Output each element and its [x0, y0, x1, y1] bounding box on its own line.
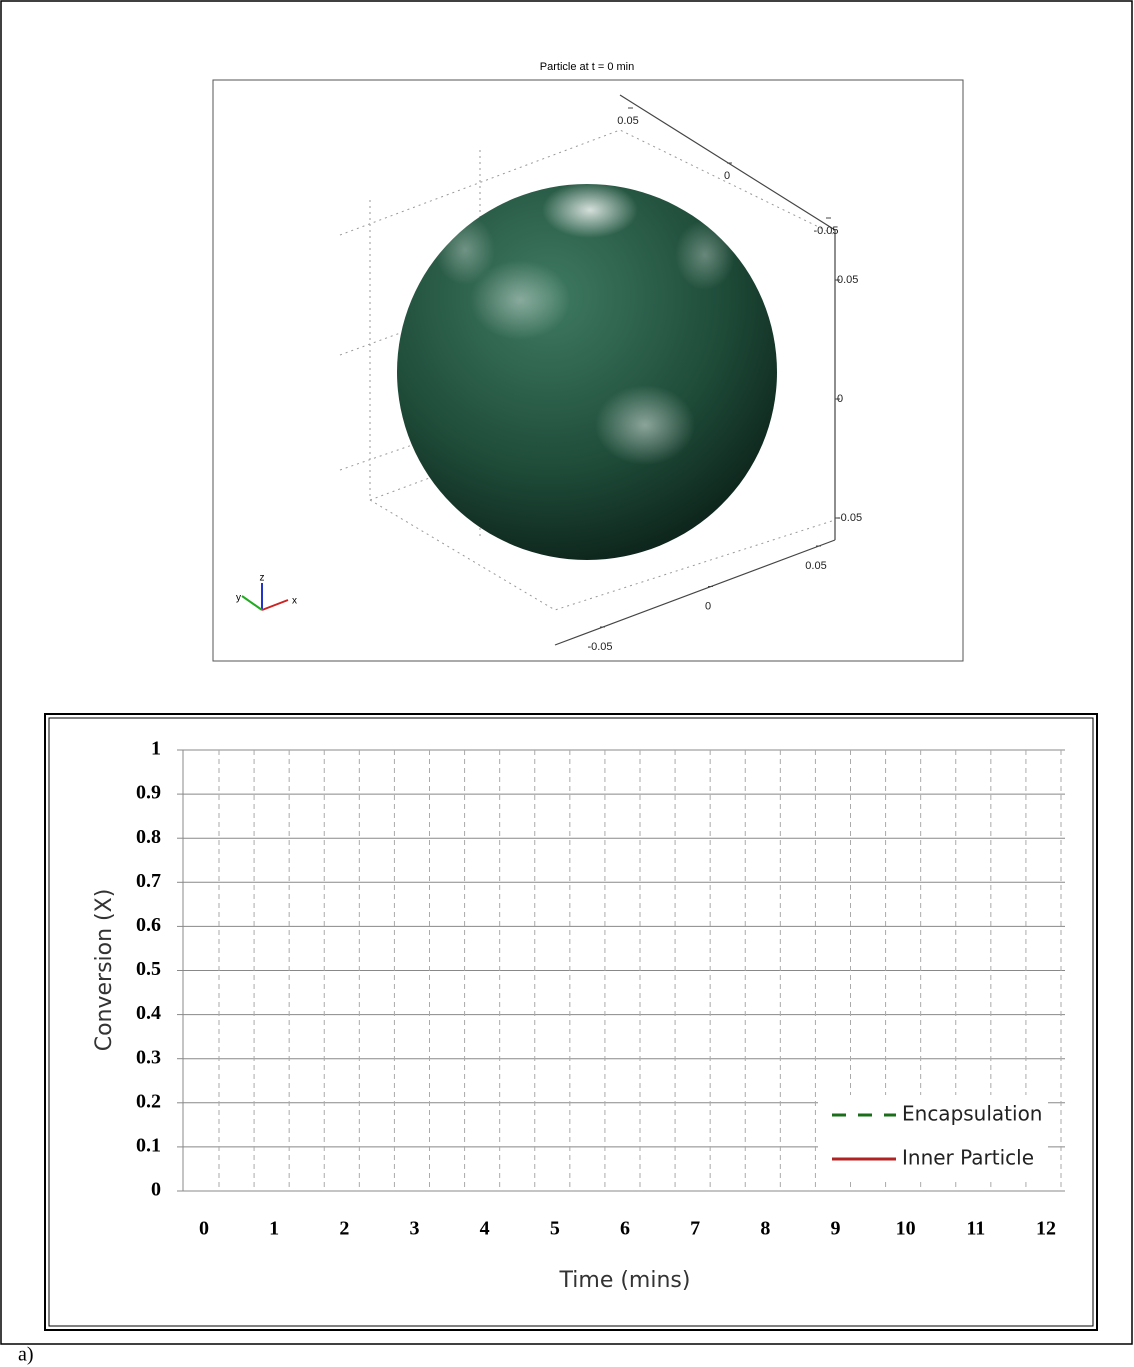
y-tick-label: 0 — [151, 1179, 161, 1201]
x-tick-label: 0 — [705, 600, 711, 612]
plot3d-title: Particle at t = 0 min — [540, 61, 634, 73]
z-tick-label: 0 — [837, 393, 843, 405]
x-tick-label: 10 — [896, 1218, 916, 1240]
y-tick-label: 1 — [151, 738, 161, 760]
triad-label: z — [260, 573, 265, 584]
z-tick-label: -0.05 — [837, 512, 862, 524]
triad — [241, 583, 289, 611]
x-tick-label: 11 — [966, 1218, 985, 1240]
x-tick-label: 2 — [339, 1218, 349, 1240]
x-tick-label: 7 — [690, 1218, 700, 1240]
y-axis-title: Conversion (X) — [92, 889, 117, 1052]
sphere-highlight — [595, 385, 695, 465]
plot3d-frame — [212, 79, 964, 662]
legend-label: Inner Particle — [902, 1146, 1034, 1170]
triad-y — [241, 595, 263, 611]
x-tick-label: 0.05 — [805, 560, 826, 572]
sphere-highlight — [675, 220, 735, 290]
triad-label: y — [236, 593, 241, 604]
sphere-highlight — [542, 182, 638, 238]
x-tick-label: 4 — [480, 1218, 490, 1240]
y-tick-label: 0.3 — [136, 1046, 161, 1068]
triad-label: x — [292, 596, 297, 607]
x-axis-title: Time (mins) — [559, 1268, 691, 1293]
y-tick-label: 0 — [724, 170, 730, 182]
x-tick-label: 8 — [760, 1218, 770, 1240]
y-tick-label: 0.8 — [136, 826, 161, 848]
chart-frame — [44, 713, 1098, 1331]
y-tick-label: 0.1 — [136, 1134, 161, 1156]
y-tick-label: 0.6 — [136, 914, 161, 936]
y-tick-label: 0.5 — [136, 958, 161, 980]
sphere-highlight — [435, 215, 495, 285]
x-tick-label: 5 — [550, 1218, 560, 1240]
y-tick-label: 0.4 — [136, 1002, 161, 1024]
x-tick-label: -0.05 — [587, 641, 612, 653]
caption: a) — [18, 1344, 34, 1366]
y-tick-label: 0.2 — [136, 1090, 161, 1112]
triad-x — [261, 599, 289, 611]
x-tick-label: 6 — [620, 1218, 630, 1240]
legend-label: Encapsulation — [902, 1102, 1042, 1126]
x-tick-label: 9 — [831, 1218, 841, 1240]
y-tick-label: 0.9 — [136, 782, 161, 804]
y-tick-label: 0.7 — [136, 870, 161, 892]
legend-box — [818, 1095, 1048, 1179]
y-tick-label: -0.05 — [813, 225, 838, 237]
sphere-highlight — [470, 260, 570, 340]
y-tick-label: 0.05 — [617, 115, 638, 127]
x-tick-label: 1 — [269, 1218, 279, 1240]
chart-frame-inner — [48, 717, 1094, 1327]
x-tick-label: 3 — [410, 1218, 420, 1240]
x-tick-label: 12 — [1036, 1218, 1056, 1240]
x-tick-label: 0 — [199, 1218, 209, 1240]
z-tick-label: 0.05 — [837, 274, 858, 286]
